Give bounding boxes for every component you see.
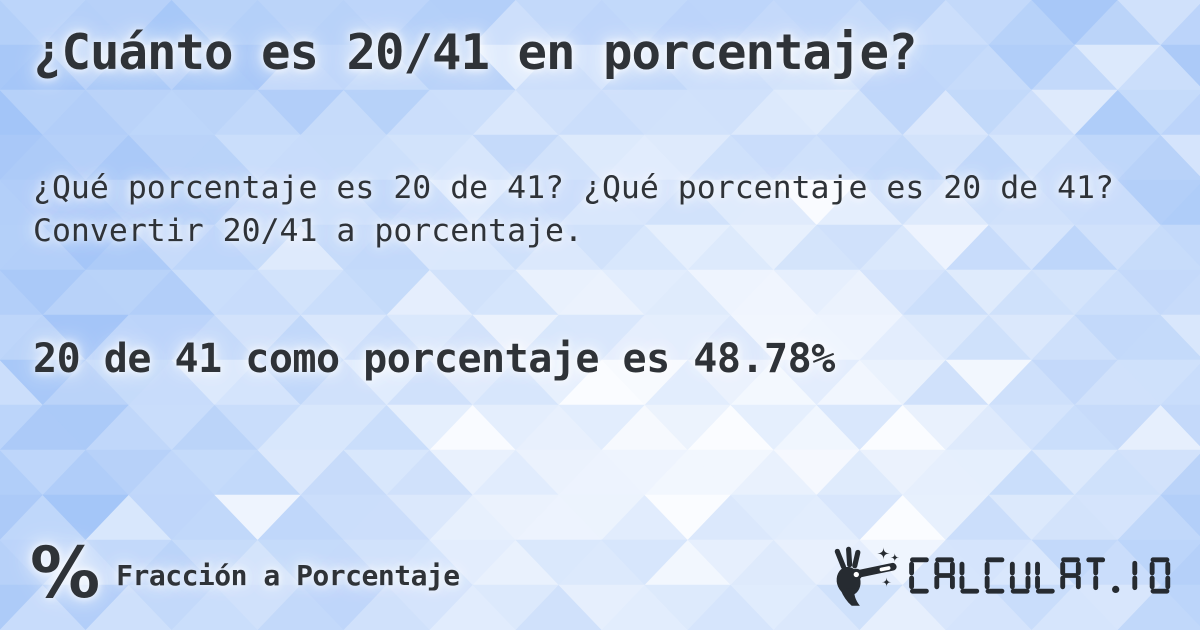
- page-title: ¿Cuánto es 20/41 en porcentaje?: [33, 24, 918, 81]
- brand-logo: [825, 544, 1173, 606]
- calculat-io-wordmark: [909, 556, 1171, 594]
- percent-icon: %: [30, 532, 101, 614]
- page-description: ¿Qué porcentaje es 20 de 41? ¿Qué porcen…: [33, 170, 1114, 249]
- magic-wand-hand-icon: [834, 546, 900, 606]
- category-label: Fracción a Porcentaje: [116, 558, 460, 592]
- result-text: 20 de 41 como porcentaje es 48.78%: [33, 336, 835, 382]
- footer: % Fracción a Porcentaje: [30, 535, 1173, 615]
- category-badge: % Fracción a Porcentaje: [30, 532, 460, 614]
